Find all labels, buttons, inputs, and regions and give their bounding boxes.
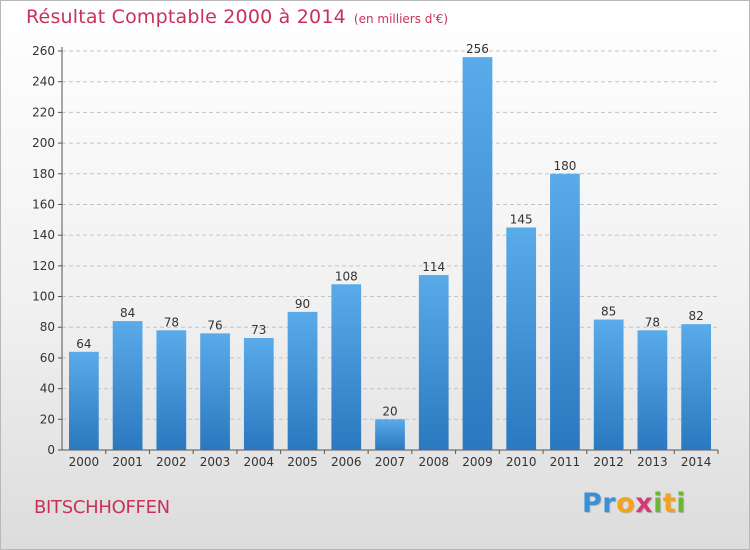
- bar: [156, 330, 187, 450]
- y-tick-label: 260: [32, 44, 55, 58]
- x-tick-label: 2000: [69, 455, 100, 469]
- bar: [418, 275, 449, 450]
- y-tick-label: 40: [40, 382, 55, 396]
- data-label: 78: [645, 315, 660, 329]
- data-label: 82: [688, 309, 703, 323]
- data-label: 90: [295, 297, 310, 311]
- data-label: 78: [164, 315, 179, 329]
- y-tick-label: 120: [32, 259, 55, 273]
- bar: [331, 284, 362, 450]
- x-tick-label: 2014: [681, 455, 712, 469]
- data-label: 180: [553, 159, 576, 173]
- commune-name: BITSCHHOFFEN: [34, 497, 170, 518]
- bar: [462, 57, 493, 451]
- y-tick-label: 180: [32, 167, 55, 181]
- bar: [243, 337, 274, 450]
- data-label: 108: [335, 269, 358, 283]
- bar: [681, 324, 712, 450]
- y-tick-label: 20: [40, 412, 55, 426]
- x-tick-label: 2008: [418, 455, 449, 469]
- x-tick-label: 2012: [593, 455, 624, 469]
- logo-letter: o: [616, 488, 636, 519]
- data-label: 84: [120, 306, 135, 320]
- y-tick-label: 200: [32, 136, 55, 150]
- logo-letter: i: [676, 488, 687, 519]
- x-tick-label: 2006: [331, 455, 362, 469]
- bar: [375, 419, 405, 450]
- x-tick-label: 2002: [156, 455, 187, 469]
- data-label: 114: [422, 260, 445, 274]
- x-tick-label: 2009: [462, 455, 493, 469]
- x-tick-label: 2005: [287, 455, 318, 469]
- data-label: 64: [76, 337, 91, 351]
- logo-letter: x: [635, 488, 654, 519]
- bar: [200, 333, 230, 450]
- data-label: 85: [601, 305, 616, 319]
- logo-letter: t: [662, 488, 677, 519]
- y-tick-label: 240: [32, 75, 55, 89]
- chart-title: Résultat Comptable 2000 à 2014: [26, 6, 346, 28]
- x-tick-label: 2003: [200, 455, 231, 469]
- x-tick-label: 2010: [506, 455, 537, 469]
- bar: [287, 311, 318, 450]
- data-label: 76: [207, 318, 222, 332]
- y-tick-label: 60: [40, 351, 55, 365]
- chart-subtitle: (en milliers d'€): [353, 12, 449, 26]
- logo-letter: i: [653, 488, 663, 519]
- data-label: 145: [510, 212, 533, 226]
- x-tick-label: 2011: [550, 455, 581, 469]
- y-tick-label: 0: [47, 443, 55, 457]
- data-label: 20: [382, 404, 397, 418]
- value-labels: 64 84 78 76 73 90 108 20 114 256 145 180 85 78 82: [76, 42, 704, 418]
- y-tick-label: 140: [32, 228, 55, 242]
- bar: [637, 330, 668, 450]
- bar: [112, 321, 143, 450]
- bar: [68, 351, 99, 450]
- bar: [550, 173, 580, 450]
- bar: [506, 227, 537, 450]
- y-tick-label: 100: [32, 290, 55, 304]
- logo-letter: r: [602, 488, 617, 519]
- y-tick-label: 220: [32, 105, 55, 119]
- bar: [593, 319, 624, 450]
- x-tick-label: 2004: [244, 455, 275, 469]
- proxiti-logo[interactable]: Proxiti: [582, 488, 686, 519]
- x-tick-label: 2001: [112, 455, 143, 469]
- data-label: 256: [466, 42, 489, 56]
- bars: [68, 57, 712, 451]
- y-tick-label: 80: [40, 320, 55, 334]
- logo-letter: P: [582, 488, 603, 519]
- x-tick-label: 2013: [637, 455, 668, 469]
- chart-title-block: Résultat Comptable 2000 à 2014 (en millie…: [26, 6, 448, 28]
- data-label: 73: [251, 323, 266, 337]
- x-tick-label: 2007: [375, 455, 406, 469]
- y-tick-label: 160: [32, 197, 55, 211]
